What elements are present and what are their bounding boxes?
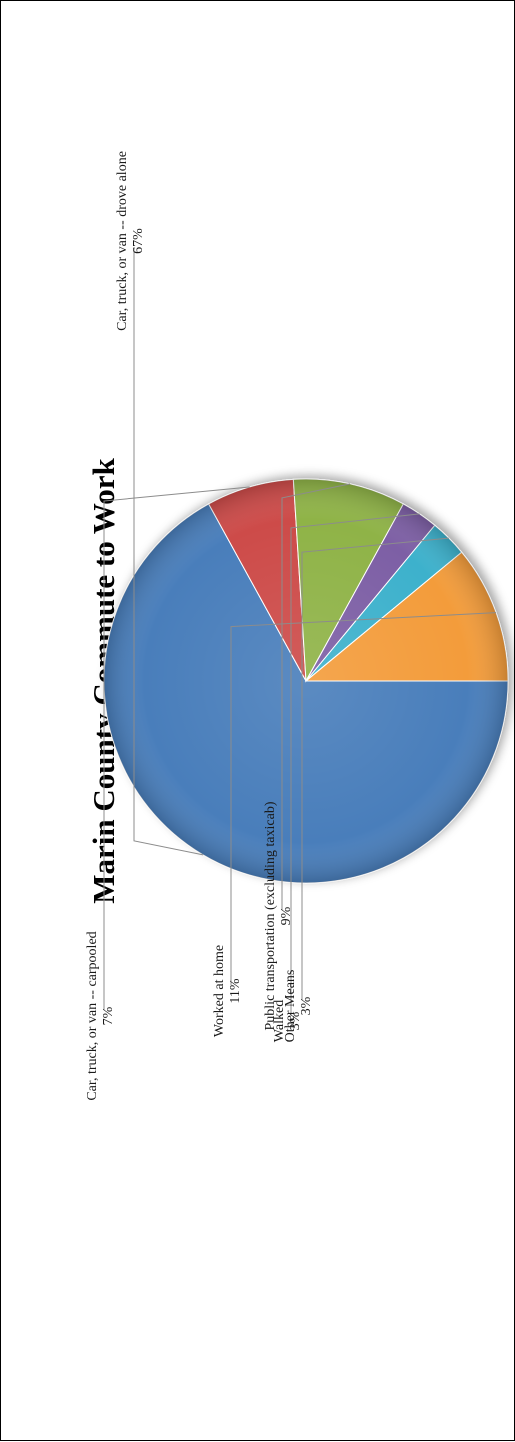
data-label-value: 67%	[131, 228, 146, 254]
leader-line-drove-alone	[133, 247, 204, 856]
data-label-value: 3%	[299, 996, 314, 1015]
data-label-category: Walked	[272, 1000, 287, 1042]
data-label-worked-at-home: Worked at home11%	[212, 945, 243, 1037]
leader-line-worked-at-home	[230, 612, 497, 985]
data-label-carpooled: Car, truck, or van -- carpooled7%	[85, 931, 116, 1100]
leader-line-public-transportation	[281, 483, 351, 910]
data-label-value: 11%	[228, 978, 243, 1003]
data-label-drove-alone: Car, truck, or van -- drove alone67%	[115, 151, 146, 331]
data-label-category: Public transportation (excluding taxicab…	[263, 801, 278, 1030]
data-label-walked: Walked3%	[272, 1000, 303, 1042]
data-label-category: Worked at home	[212, 945, 227, 1037]
leader-line-walked	[290, 513, 420, 1015]
data-label-public-transportation: Public transportation (excluding taxicab…	[263, 801, 294, 1030]
data-label-value: 7%	[101, 1006, 116, 1025]
data-label-category: Other Means	[283, 970, 298, 1043]
data-label-value: 9%	[279, 906, 294, 925]
data-label-other-means: Other Means3%	[283, 970, 314, 1043]
leader-line-carpooled	[103, 486, 250, 1010]
data-label-category: Car, truck, or van -- carpooled	[85, 931, 100, 1100]
data-label-category: Car, truck, or van -- drove alone	[115, 151, 130, 331]
leader-line-other-means	[301, 537, 449, 1000]
data-label-value: 3%	[288, 1011, 303, 1030]
